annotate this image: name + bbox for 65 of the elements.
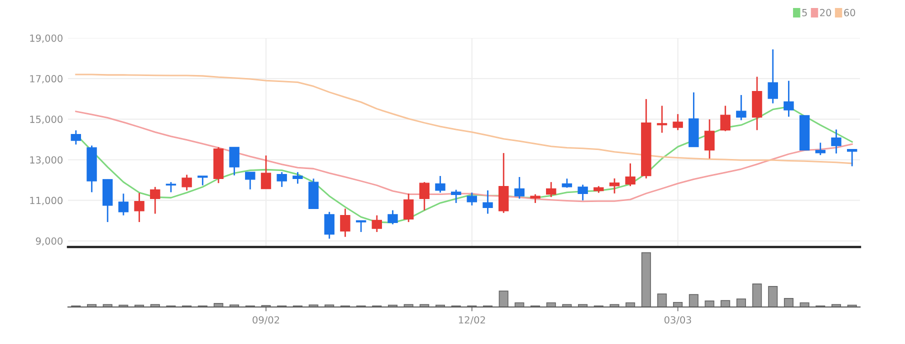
candlestick (482, 190, 493, 214)
bar (657, 293, 667, 307)
candlestick (276, 171, 287, 188)
candlestick (609, 178, 620, 194)
candlestick (403, 192, 414, 223)
candlestick (260, 154, 272, 190)
bar (688, 294, 698, 307)
bar (498, 290, 508, 307)
candlestick (625, 162, 636, 187)
bar (704, 300, 714, 307)
candlestick (356, 220, 366, 233)
candlestick (704, 118, 715, 160)
candlestick (340, 208, 350, 238)
candlestick (419, 181, 430, 211)
legend-label: 60 (844, 8, 856, 16)
candlestick (578, 184, 588, 202)
candlestick (466, 192, 478, 206)
candlestick (720, 105, 730, 132)
candlestick (166, 181, 176, 193)
bar (752, 284, 762, 307)
bar (214, 303, 224, 307)
candlestick (450, 189, 462, 204)
candlestick (388, 210, 398, 225)
candlestick (768, 48, 778, 104)
candlestick (784, 80, 794, 118)
y-tick-label: 17,000 (30, 75, 62, 84)
bar (768, 286, 778, 307)
y-tick-label: 13,000 (30, 156, 62, 165)
candlestick (815, 142, 826, 156)
y-tick-label: 15,000 (30, 116, 62, 124)
x-tick-label: 09/02 (252, 316, 280, 324)
candlestick (229, 146, 240, 176)
candlestick (546, 181, 556, 198)
candlestick (656, 105, 668, 134)
candlestick (372, 214, 382, 233)
candlestick (134, 192, 144, 223)
x-tick-label: 12/02 (458, 316, 485, 324)
legend-label: 20 (820, 8, 832, 16)
bar (720, 300, 730, 307)
bar (736, 298, 746, 307)
bar (610, 304, 620, 307)
candlestick (118, 192, 129, 216)
y-tick-label: 19,000 (30, 34, 62, 43)
legend-label: 5 (802, 9, 807, 16)
candlestick (514, 176, 525, 200)
candlestick (846, 148, 858, 167)
candlestick (324, 211, 334, 240)
x-tick-label: 03/03 (664, 316, 692, 324)
y-tick-label: 9,000 (36, 237, 62, 246)
line-series (75, 110, 853, 202)
bar (641, 252, 651, 307)
y-tick-label: 11,000 (30, 196, 62, 206)
candlestick (182, 174, 192, 192)
candlestick (831, 128, 842, 154)
candlestick (672, 113, 683, 131)
candlestick (435, 175, 446, 194)
candlestick (245, 171, 256, 190)
candlestick (150, 186, 160, 214)
bar (784, 298, 794, 307)
candlestick (198, 175, 208, 186)
bar (673, 302, 683, 307)
candlestick (70, 130, 82, 146)
line-series (75, 74, 853, 164)
candlestick (736, 94, 746, 121)
candlestick (292, 171, 303, 184)
